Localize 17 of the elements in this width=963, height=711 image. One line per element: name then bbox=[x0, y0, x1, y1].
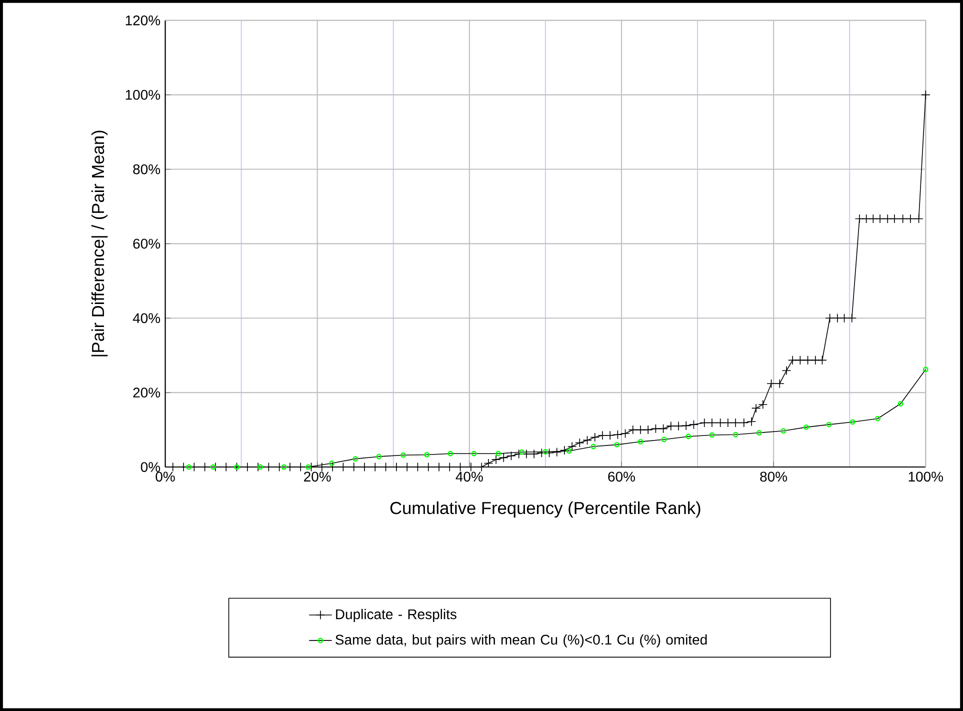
y-axis-title: |Pair Difference| / (Pair Mean) bbox=[91, 130, 108, 356]
x-tick-label: 0% bbox=[156, 472, 175, 482]
y-tick-label: 20% bbox=[133, 388, 160, 398]
x-tick-label: 60% bbox=[608, 472, 635, 482]
y-tick-label: 60% bbox=[133, 238, 160, 249]
y-tick-label: 40% bbox=[132, 313, 160, 323]
y-tick-label: 100% bbox=[126, 90, 160, 100]
x-tick-label: 80% bbox=[760, 472, 788, 482]
y-tick-label: 0% bbox=[140, 462, 160, 472]
y-tick-label: 120% bbox=[126, 15, 160, 26]
x-tick-label: 40% bbox=[456, 472, 483, 482]
x-axis-title: Cumulative Frequency (Percentile Rank) bbox=[390, 501, 700, 518]
legend-label: Duplicate - Resplits bbox=[336, 608, 456, 622]
x-tick-label: 20% bbox=[304, 472, 331, 482]
x-tick-label: 100% bbox=[908, 472, 944, 482]
legend-label: Same data, but pairs with mean Cu (%)<0.1 Cu (%) omited bbox=[336, 634, 707, 648]
y-tick-label: 80% bbox=[133, 164, 160, 174]
